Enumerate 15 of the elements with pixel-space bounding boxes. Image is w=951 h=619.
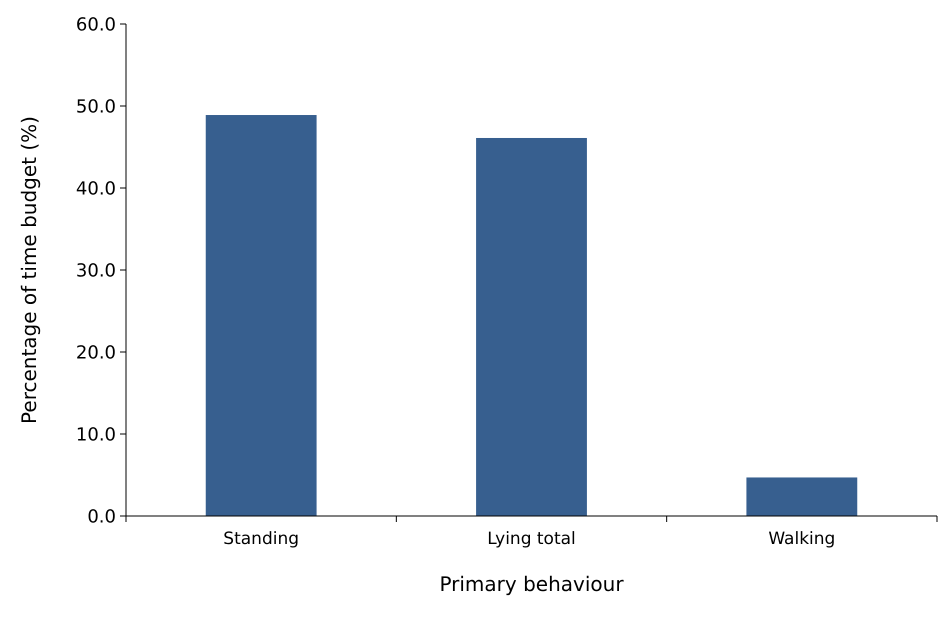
- bar: [746, 477, 858, 516]
- y-tick-label: 50.0: [76, 96, 116, 118]
- y-tick-label: 0.0: [87, 506, 116, 528]
- y-tick-label: 60.0: [76, 14, 116, 36]
- x-tick-label: Lying total: [487, 529, 576, 549]
- y-tick-label: 30.0: [76, 260, 116, 282]
- bar: [206, 115, 317, 516]
- bar: [476, 138, 587, 516]
- y-axis-title: Percentage of time budget (%): [17, 116, 41, 424]
- x-axis-title: Primary behaviour: [439, 572, 624, 596]
- x-tick-label: Walking: [768, 529, 836, 549]
- x-tick-label: Standing: [223, 529, 300, 549]
- y-tick-label: 10.0: [76, 424, 116, 446]
- y-tick-label: 20.0: [76, 342, 116, 364]
- y-tick-label: 40.0: [76, 178, 116, 200]
